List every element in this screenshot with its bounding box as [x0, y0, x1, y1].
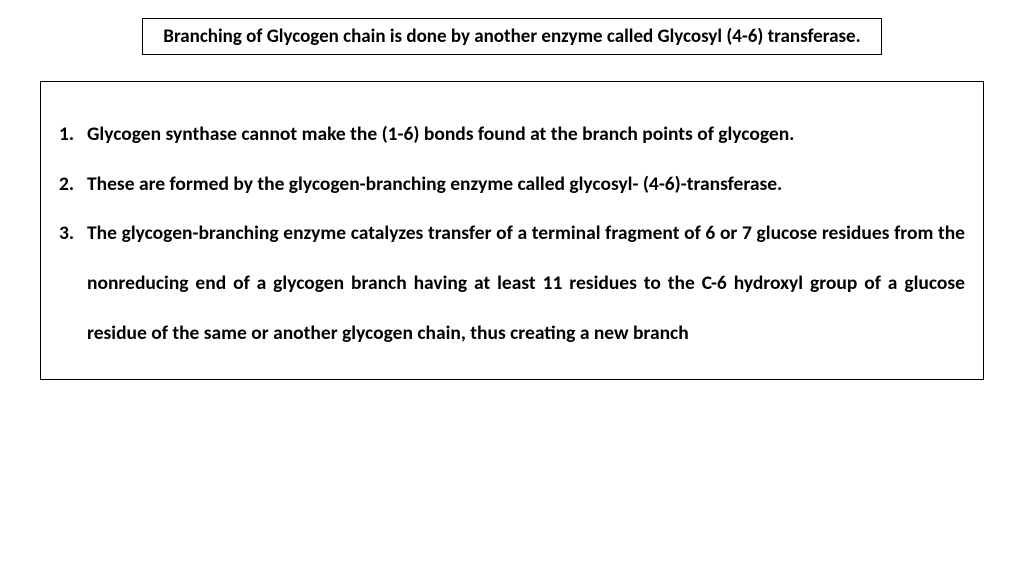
list-item: The glycogen-branching enzyme catalyzes …	[59, 209, 965, 358]
list-item: Glycogen synthase cannot make the (1-6) …	[59, 110, 965, 160]
list-item: These are formed by the glycogen-branchi…	[59, 160, 965, 210]
numbered-list: Glycogen synthase cannot make the (1-6) …	[59, 110, 965, 359]
title-container: Branching of Glycogen chain is done by a…	[142, 18, 881, 55]
content-container: Glycogen synthase cannot make the (1-6) …	[40, 81, 984, 380]
page-title: Branching of Glycogen chain is done by a…	[163, 25, 860, 48]
